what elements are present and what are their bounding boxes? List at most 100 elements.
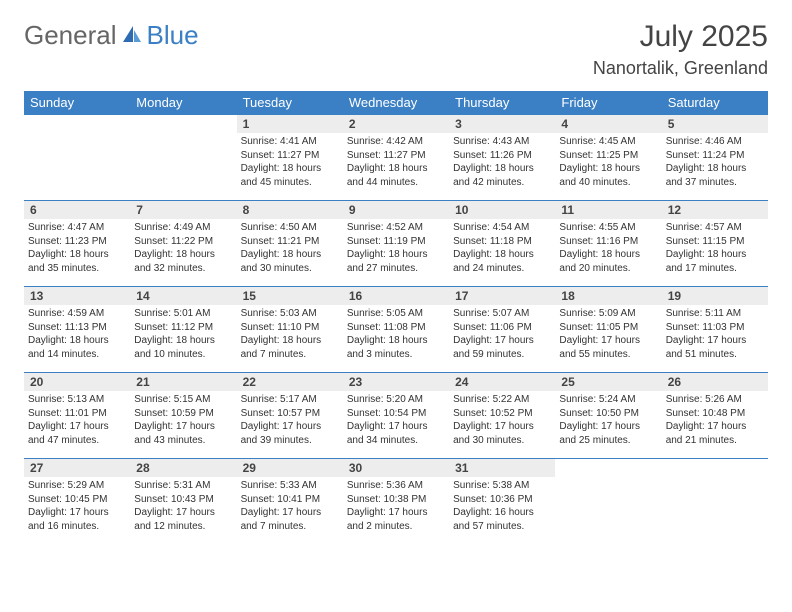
daylight-text: Daylight: 18 hours and 3 minutes. bbox=[347, 334, 445, 361]
day-number: 22 bbox=[237, 373, 343, 391]
day-details: Sunrise: 5:20 AMSunset: 10:54 PMDaylight… bbox=[343, 391, 449, 451]
calendar-head: SundayMondayTuesdayWednesdayThursdayFrid… bbox=[24, 91, 768, 115]
calendar-week: 1Sunrise: 4:41 AMSunset: 11:27 PMDayligh… bbox=[24, 115, 768, 201]
sunset-text: Sunset: 11:26 PM bbox=[453, 149, 551, 163]
sunrise-text: Sunrise: 4:59 AM bbox=[28, 307, 126, 321]
day-details: Sunrise: 5:09 AMSunset: 11:05 PMDaylight… bbox=[555, 305, 661, 365]
sunrise-text: Sunrise: 5:20 AM bbox=[347, 393, 445, 407]
daylight-text: Daylight: 17 hours and 2 minutes. bbox=[347, 506, 445, 533]
day-details: Sunrise: 4:54 AMSunset: 11:18 PMDaylight… bbox=[449, 219, 555, 279]
daylight-text: Daylight: 17 hours and 25 minutes. bbox=[559, 420, 657, 447]
sunrise-text: Sunrise: 5:01 AM bbox=[134, 307, 232, 321]
calendar-day: 7Sunrise: 4:49 AMSunset: 11:22 PMDayligh… bbox=[130, 201, 236, 287]
calendar-body: 1Sunrise: 4:41 AMSunset: 11:27 PMDayligh… bbox=[24, 115, 768, 545]
sunrise-text: Sunrise: 5:13 AM bbox=[28, 393, 126, 407]
day-number: 12 bbox=[662, 201, 768, 219]
sunset-text: Sunset: 11:25 PM bbox=[559, 149, 657, 163]
day-number: 28 bbox=[130, 459, 236, 477]
day-details: Sunrise: 4:46 AMSunset: 11:24 PMDaylight… bbox=[662, 133, 768, 193]
calendar-day: 26Sunrise: 5:26 AMSunset: 10:48 PMDaylig… bbox=[662, 373, 768, 459]
calendar-day: 4Sunrise: 4:45 AMSunset: 11:25 PMDayligh… bbox=[555, 115, 661, 201]
calendar-day: 9Sunrise: 4:52 AMSunset: 11:19 PMDayligh… bbox=[343, 201, 449, 287]
day-details: Sunrise: 5:03 AMSunset: 11:10 PMDaylight… bbox=[237, 305, 343, 365]
logo-text-1: General bbox=[24, 20, 117, 51]
day-number: 24 bbox=[449, 373, 555, 391]
day-number: 21 bbox=[130, 373, 236, 391]
sunrise-text: Sunrise: 5:11 AM bbox=[666, 307, 764, 321]
day-number: 3 bbox=[449, 115, 555, 133]
day-details: Sunrise: 5:07 AMSunset: 11:06 PMDaylight… bbox=[449, 305, 555, 365]
daylight-text: Daylight: 18 hours and 24 minutes. bbox=[453, 248, 551, 275]
sunset-text: Sunset: 11:16 PM bbox=[559, 235, 657, 249]
sunrise-text: Sunrise: 5:03 AM bbox=[241, 307, 339, 321]
calendar-empty bbox=[555, 459, 661, 545]
day-number: 25 bbox=[555, 373, 661, 391]
calendar-day: 18Sunrise: 5:09 AMSunset: 11:05 PMDaylig… bbox=[555, 287, 661, 373]
calendar-week: 13Sunrise: 4:59 AMSunset: 11:13 PMDaylig… bbox=[24, 287, 768, 373]
calendar-day: 5Sunrise: 4:46 AMSunset: 11:24 PMDayligh… bbox=[662, 115, 768, 201]
calendar-day: 13Sunrise: 4:59 AMSunset: 11:13 PMDaylig… bbox=[24, 287, 130, 373]
calendar-day: 31Sunrise: 5:38 AMSunset: 10:36 PMDaylig… bbox=[449, 459, 555, 545]
calendar-day: 2Sunrise: 4:42 AMSunset: 11:27 PMDayligh… bbox=[343, 115, 449, 201]
daylight-text: Daylight: 17 hours and 43 minutes. bbox=[134, 420, 232, 447]
sunrise-text: Sunrise: 5:07 AM bbox=[453, 307, 551, 321]
daylight-text: Daylight: 17 hours and 7 minutes. bbox=[241, 506, 339, 533]
sunrise-text: Sunrise: 5:38 AM bbox=[453, 479, 551, 493]
sunrise-text: Sunrise: 5:05 AM bbox=[347, 307, 445, 321]
calendar-empty bbox=[662, 459, 768, 545]
daylight-text: Daylight: 18 hours and 17 minutes. bbox=[666, 248, 764, 275]
day-number: 20 bbox=[24, 373, 130, 391]
day-details: Sunrise: 4:47 AMSunset: 11:23 PMDaylight… bbox=[24, 219, 130, 279]
daylight-text: Daylight: 17 hours and 51 minutes. bbox=[666, 334, 764, 361]
sunset-text: Sunset: 11:21 PM bbox=[241, 235, 339, 249]
weekday-header: Saturday bbox=[662, 91, 768, 115]
sunrise-text: Sunrise: 4:45 AM bbox=[559, 135, 657, 149]
daylight-text: Daylight: 18 hours and 35 minutes. bbox=[28, 248, 126, 275]
day-details: Sunrise: 5:05 AMSunset: 11:08 PMDaylight… bbox=[343, 305, 449, 365]
daylight-text: Daylight: 17 hours and 39 minutes. bbox=[241, 420, 339, 447]
day-details: Sunrise: 4:57 AMSunset: 11:15 PMDaylight… bbox=[662, 219, 768, 279]
day-number: 31 bbox=[449, 459, 555, 477]
sunset-text: Sunset: 10:36 PM bbox=[453, 493, 551, 507]
day-number: 30 bbox=[343, 459, 449, 477]
day-number: 11 bbox=[555, 201, 661, 219]
sunrise-text: Sunrise: 4:42 AM bbox=[347, 135, 445, 149]
sunrise-text: Sunrise: 4:54 AM bbox=[453, 221, 551, 235]
daylight-text: Daylight: 18 hours and 40 minutes. bbox=[559, 162, 657, 189]
daylight-text: Daylight: 17 hours and 55 minutes. bbox=[559, 334, 657, 361]
calendar-day: 24Sunrise: 5:22 AMSunset: 10:52 PMDaylig… bbox=[449, 373, 555, 459]
day-details: Sunrise: 4:50 AMSunset: 11:21 PMDaylight… bbox=[237, 219, 343, 279]
sunrise-text: Sunrise: 4:47 AM bbox=[28, 221, 126, 235]
sunset-text: Sunset: 11:06 PM bbox=[453, 321, 551, 335]
calendar-empty bbox=[24, 115, 130, 201]
sunrise-text: Sunrise: 5:09 AM bbox=[559, 307, 657, 321]
calendar-week: 20 Sunrise: 5:13 AMSunset: 11:01 PM Daylig… bbox=[24, 373, 768, 459]
calendar-day: 16Sunrise: 5:05 AMSunset: 11:08 PMDaylig… bbox=[343, 287, 449, 373]
weekday-header: Monday bbox=[130, 91, 236, 115]
day-details: Sunrise: 4:43 AMSunset: 11:26 PMDaylight… bbox=[449, 133, 555, 193]
day-number: 29 bbox=[237, 459, 343, 477]
calendar-day: 21Sunrise: 5:15 AMSunset: 10:59 PMDaylig… bbox=[130, 373, 236, 459]
sunrise-text: Sunrise: 4:52 AM bbox=[347, 221, 445, 235]
day-number: 10 bbox=[449, 201, 555, 219]
daylight-text: Daylight: 18 hours and 32 minutes. bbox=[134, 248, 232, 275]
calendar-day: 11Sunrise: 4:55 AMSunset: 11:16 PMDaylig… bbox=[555, 201, 661, 287]
day-details: Sunrise: 5:33 AMSunset: 10:41 PMDaylight… bbox=[237, 477, 343, 537]
day-details: Sunrise: 4:49 AMSunset: 11:22 PMDaylight… bbox=[130, 219, 236, 279]
daylight-text: Daylight: 17 hours and 16 minutes. bbox=[28, 506, 126, 533]
month-title: July 2025 bbox=[593, 20, 768, 54]
sunrise-text: Sunrise: 5:17 AM bbox=[241, 393, 339, 407]
sunrise-text: Sunrise: 5:29 AM bbox=[28, 479, 126, 493]
day-number: 23 bbox=[343, 373, 449, 391]
sunrise-text: Sunrise: 5:22 AM bbox=[453, 393, 551, 407]
sunset-text: Sunset: 11:01 PM bbox=[28, 407, 126, 421]
sunset-text: Sunset: 11:27 PM bbox=[241, 149, 339, 163]
daylight-text: Daylight: 17 hours and 21 minutes. bbox=[666, 420, 764, 447]
sunset-text: Sunset: 11:10 PM bbox=[241, 321, 339, 335]
daylight-text: Daylight: 17 hours and 34 minutes. bbox=[347, 420, 445, 447]
calendar-day: 20Sunrise: 5:13 AMSunset: 11:01 PMDaylig… bbox=[24, 373, 130, 459]
calendar-day: 1Sunrise: 4:41 AMSunset: 11:27 PMDayligh… bbox=[237, 115, 343, 201]
calendar-day: 8Sunrise: 4:50 AMSunset: 11:21 PMDayligh… bbox=[237, 201, 343, 287]
day-details: Sunrise: 4:45 AMSunset: 11:25 PMDaylight… bbox=[555, 133, 661, 193]
day-number: 7 bbox=[130, 201, 236, 219]
